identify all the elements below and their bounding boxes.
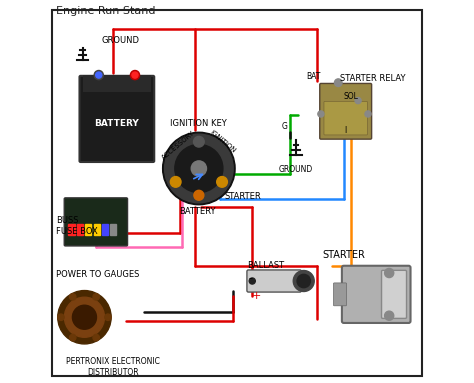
Circle shape: [70, 334, 76, 341]
Text: GROUND: GROUND: [279, 165, 313, 173]
Circle shape: [335, 79, 342, 87]
Bar: [110, 224, 117, 235]
Text: SOL: SOL: [344, 92, 359, 101]
Circle shape: [193, 136, 204, 147]
Bar: [93, 224, 100, 235]
Circle shape: [94, 70, 103, 80]
Text: STARTER RELAY: STARTER RELAY: [340, 74, 405, 83]
Circle shape: [249, 278, 255, 284]
Text: +: +: [251, 291, 261, 301]
Circle shape: [58, 291, 111, 344]
FancyBboxPatch shape: [82, 75, 151, 92]
Circle shape: [130, 70, 139, 80]
Text: -: -: [249, 273, 253, 283]
Circle shape: [297, 274, 310, 288]
Bar: [85, 224, 91, 235]
Text: POWER TO GAUGES: POWER TO GAUGES: [56, 270, 139, 278]
Circle shape: [191, 161, 207, 176]
Circle shape: [175, 144, 223, 193]
Circle shape: [365, 111, 371, 117]
Circle shape: [170, 177, 181, 187]
Circle shape: [384, 311, 394, 320]
Text: IGNITION: IGNITION: [209, 129, 237, 154]
Circle shape: [73, 305, 97, 329]
FancyBboxPatch shape: [247, 270, 301, 292]
FancyBboxPatch shape: [342, 266, 410, 323]
Circle shape: [93, 334, 100, 341]
Text: BATTERY: BATTERY: [94, 119, 139, 128]
Text: Engine Run Stand: Engine Run Stand: [56, 7, 155, 16]
Circle shape: [163, 132, 235, 205]
Text: BAT: BAT: [306, 72, 320, 81]
Circle shape: [318, 111, 324, 117]
Text: GROUND: GROUND: [101, 36, 140, 44]
Text: IGNITION KEY: IGNITION KEY: [171, 119, 227, 128]
Text: PERTRONIX ELECTRONIC
DISTRIBUTOR: PERTRONIX ELECTRONIC DISTRIBUTOR: [66, 357, 160, 377]
Circle shape: [93, 294, 100, 300]
FancyBboxPatch shape: [64, 198, 128, 246]
Circle shape: [132, 72, 138, 78]
Text: BALLAST: BALLAST: [247, 260, 284, 270]
FancyBboxPatch shape: [334, 283, 346, 306]
Text: STARTER: STARTER: [225, 192, 262, 201]
Circle shape: [217, 177, 228, 187]
FancyBboxPatch shape: [320, 83, 372, 139]
Text: STARTER: STARTER: [322, 250, 365, 260]
Circle shape: [384, 268, 394, 278]
Circle shape: [64, 297, 104, 337]
Circle shape: [164, 134, 233, 203]
Circle shape: [355, 98, 361, 104]
FancyBboxPatch shape: [324, 101, 367, 135]
Bar: [77, 224, 83, 235]
Circle shape: [96, 72, 102, 78]
Bar: [102, 224, 108, 235]
Circle shape: [293, 270, 314, 291]
Circle shape: [194, 190, 204, 200]
Circle shape: [105, 314, 111, 321]
Text: ACCESSORY: ACCESSORY: [161, 130, 196, 161]
Text: G: G: [282, 122, 288, 131]
FancyBboxPatch shape: [382, 270, 407, 318]
Text: BATTERY: BATTERY: [179, 207, 215, 216]
Circle shape: [58, 314, 64, 321]
Circle shape: [70, 294, 76, 300]
Text: BUSS
FUSE BOX: BUSS FUSE BOX: [56, 216, 98, 236]
Text: I: I: [345, 126, 347, 135]
FancyBboxPatch shape: [80, 76, 154, 162]
Bar: [68, 224, 74, 235]
